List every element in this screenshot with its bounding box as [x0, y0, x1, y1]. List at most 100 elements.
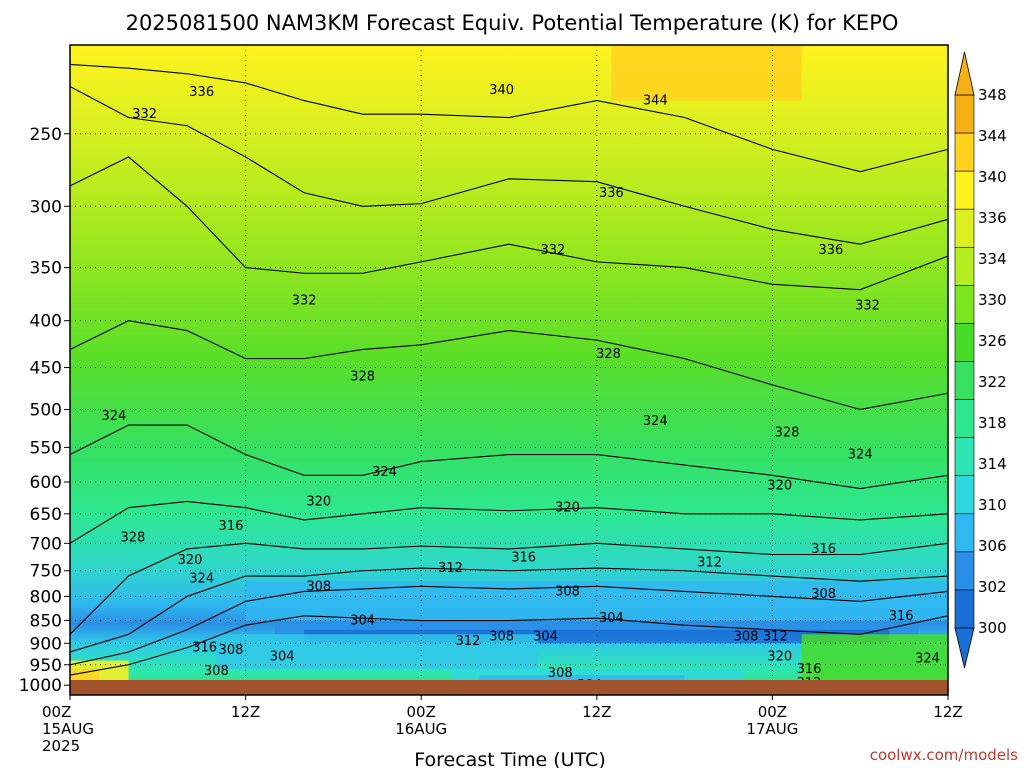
- y-tick-label: 750: [30, 562, 62, 582]
- contour-label: 344: [643, 94, 668, 109]
- contour-label: 332: [540, 243, 565, 258]
- contour-label: 336: [189, 85, 214, 100]
- contour-label: 304: [270, 649, 295, 664]
- y-tick-label: 950: [30, 656, 62, 676]
- colorbar-swatch: [954, 323, 975, 362]
- colorbar-label: 340: [978, 168, 1007, 186]
- colorbar-label: 336: [978, 209, 1007, 227]
- contour-label: 316: [889, 609, 914, 624]
- contour-label: 324: [848, 448, 873, 463]
- contour-label: 328: [596, 347, 621, 362]
- y-tick-label: 650: [30, 505, 62, 525]
- contour-label: 324: [915, 651, 940, 666]
- contour-label: 308: [811, 587, 836, 602]
- y-tick-label: 700: [30, 534, 62, 554]
- contour-label: 316: [811, 542, 836, 557]
- contour-label: 308: [734, 630, 759, 645]
- colorbar-swatch: [954, 475, 975, 515]
- y-tick-label: 900: [30, 634, 62, 654]
- y-tick-label: 450: [30, 359, 62, 379]
- plot-frame: [69, 44, 949, 696]
- contour-label: 312: [456, 634, 481, 649]
- contour-label: 316: [219, 519, 244, 534]
- field-patch: [611, 45, 802, 101]
- contour-label: 328: [775, 426, 800, 441]
- colorbar-label: 314: [978, 455, 1007, 473]
- field-patches: [70, 45, 948, 694]
- contour-label: 304: [533, 630, 558, 645]
- x-tick-label: 17AUG: [746, 720, 798, 738]
- contour-label: 324: [101, 409, 126, 424]
- colorbar-bottom-arrow: [954, 627, 975, 669]
- contour-label: 304: [599, 611, 624, 626]
- contour-label: 308: [306, 579, 331, 594]
- contour-label: 308: [219, 643, 244, 658]
- contour-324: [70, 424, 948, 490]
- y-tick-label: 500: [30, 400, 62, 420]
- colorbar-swatch: [954, 285, 975, 324]
- contour-label: 336: [599, 186, 624, 201]
- grid: [70, 45, 948, 695]
- x-tick-label: 00Z: [407, 703, 436, 721]
- contour-label: 328: [121, 531, 146, 546]
- y-tick-label: 800: [30, 587, 62, 607]
- y-tick-label: 250: [30, 125, 62, 145]
- y-tick-label: 400: [30, 312, 62, 332]
- contour-label: 312: [438, 561, 463, 576]
- contour-336: [70, 86, 948, 245]
- contour-label: 340: [489, 83, 514, 98]
- x-tick-label: 12Z: [933, 703, 962, 721]
- contour-304: [70, 615, 948, 676]
- contour-label: 324: [372, 465, 397, 480]
- y-tick-label: 300: [30, 197, 62, 217]
- contour-label: 308: [489, 630, 514, 645]
- colorbar-swatch: [954, 589, 975, 629]
- contour-label: 304: [350, 614, 375, 629]
- colorbar-swatch: [954, 399, 975, 438]
- colorbar-label: 318: [978, 414, 1007, 432]
- colorbar-swatch: [954, 94, 975, 134]
- colorbar-label: 310: [978, 496, 1007, 514]
- colorbar-label: 348: [978, 86, 1007, 104]
- field-patch: [801, 634, 948, 686]
- credit-link[interactable]: coolwx.com/models: [870, 746, 1018, 764]
- contour-340: [70, 63, 948, 173]
- contour-label: 312: [763, 630, 788, 645]
- contour-label: 308: [555, 584, 580, 599]
- contour-308: [70, 585, 948, 666]
- contours: [70, 63, 948, 676]
- colorbar-label: 322: [978, 373, 1007, 391]
- contour-label: 316: [797, 662, 822, 677]
- y-axis: 2503003504004505005506006507007508008509…: [19, 125, 70, 696]
- colorbar-label: 300: [978, 619, 1007, 637]
- contour-label: 320: [178, 553, 203, 568]
- y-tick-label: 600: [30, 473, 62, 493]
- colorbar-label: 330: [978, 291, 1007, 309]
- colorbar-label: 334: [978, 250, 1007, 268]
- x-tick-label: 12Z: [231, 703, 260, 721]
- colorbar-swatch: [954, 246, 975, 286]
- contour-label: 332: [292, 293, 317, 308]
- colorbar-swatch: [954, 437, 975, 477]
- terrain-strip: [70, 680, 948, 695]
- colorbar-top-arrow: [954, 51, 975, 96]
- contour-312: [70, 567, 948, 653]
- y-tick-label: 350: [30, 259, 62, 279]
- contour-label: 324: [189, 572, 214, 587]
- contour-label: 324: [643, 414, 668, 429]
- colorbar-swatch: [954, 551, 975, 591]
- contour-label: 308: [548, 666, 573, 681]
- contour-label: 320: [767, 478, 792, 493]
- contour-label: 312: [697, 556, 722, 571]
- contour-label: 336: [819, 243, 844, 258]
- colorbar-swatch: [954, 513, 975, 553]
- y-tick-label: 550: [30, 438, 62, 458]
- contour-328: [70, 320, 948, 411]
- colorbar-label: 306: [978, 537, 1007, 555]
- contour-label: 320: [306, 494, 331, 509]
- contour-label: 332: [132, 107, 157, 122]
- contour-label: 320: [767, 649, 792, 664]
- contour-label: 316: [192, 641, 217, 656]
- colorbar-label: 302: [978, 578, 1007, 596]
